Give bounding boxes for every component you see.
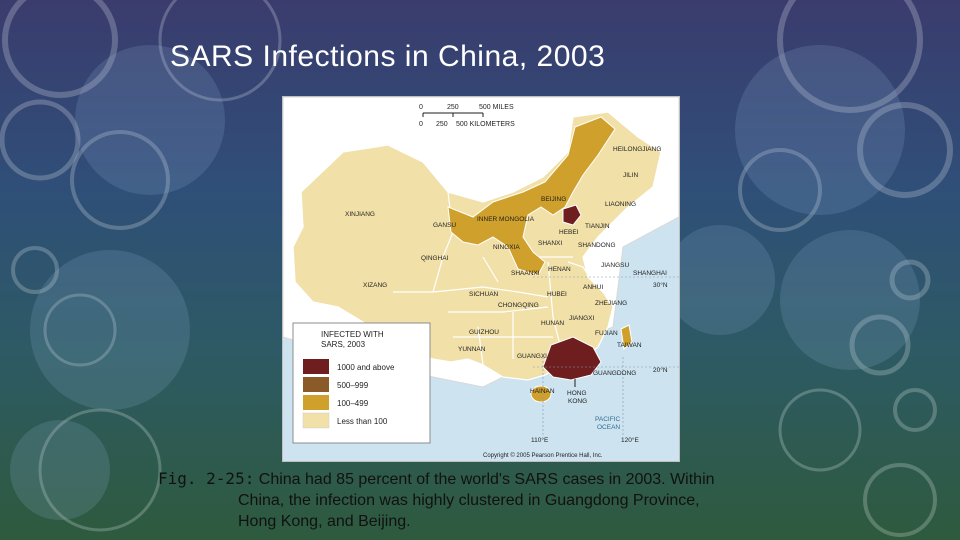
sars-china-map: 0 250 500 MILES 0 250 500 KILOMETERS HEI… [282, 96, 680, 462]
guangdong-region [542, 336, 602, 381]
label-guangdong: GUANGDONG [593, 370, 636, 377]
label-shaanxi: SHAANXI [511, 270, 540, 277]
label-fujian: FUJIAN [595, 330, 618, 337]
hainan-region [530, 385, 552, 403]
caption-line-3: Hong Kong, and Beijing. [238, 513, 411, 530]
graticule [533, 276, 679, 437]
beijing-region [562, 204, 582, 226]
scale-miles-500: 500 MILES [479, 104, 514, 111]
province-labels: HEILONGJIANG JILIN LIAONING BEIJING TIAN… [345, 146, 667, 405]
legend-title-line1: INFECTED WITH [321, 330, 384, 339]
label-ocean: OCEAN [597, 424, 620, 431]
caption-figure-number: Fig. 2-25: [158, 469, 255, 488]
label-shanghai: SHANGHAI [633, 270, 667, 277]
label-jilin: JILIN [623, 172, 638, 179]
label-jiangsu: JIANGSU [601, 262, 629, 269]
map-svg: 0 250 500 MILES 0 250 500 KILOMETERS HEI… [283, 97, 679, 461]
label-guangxi: GUANGXI [517, 353, 547, 360]
scale-km-0: 0 [419, 121, 423, 128]
legend-swatch-500-999 [303, 377, 329, 392]
legend-label-less-100: Less than 100 [337, 417, 388, 426]
label-pacific: PACIFIC [595, 416, 620, 423]
map-legend: INFECTED WITH SARS, 2003 1000 and above … [292, 322, 431, 444]
label-guizhou: GUIZHOU [469, 329, 499, 336]
label-anhui: ANHUI [583, 284, 603, 291]
label-sichuan: SICHUAN [469, 291, 499, 298]
legend-swatch-1000-plus [303, 359, 329, 374]
scale-miles-0: 0 [419, 104, 423, 111]
label-yunnan: YUNNAN [458, 346, 486, 353]
label-zhejiang: ZHEJIANG [595, 300, 627, 307]
scale-km-500: 500 KILOMETERS [456, 121, 515, 128]
caption-line-2: China, the infection was highly clustere… [238, 492, 700, 509]
legend-label-1000-plus: 1000 and above [337, 363, 395, 372]
legend-label-100-499: 100–499 [337, 399, 369, 408]
legend-title-line2: SARS, 2003 [321, 340, 366, 349]
label-gansu: GANSU [433, 222, 456, 229]
label-henan: HENAN [548, 266, 571, 273]
label-inner-mongolia: INNER MONGOLIA [477, 216, 535, 223]
label-jiangxi: JIANGXI [569, 315, 594, 322]
copyright-text: Copyright © 2005 Pearson Prentice Hall, … [483, 452, 603, 459]
label-hainan: HAINAN [530, 388, 555, 395]
label-xinjiang: XINJIANG [345, 211, 375, 218]
label-ningxia: NINGXIA [493, 244, 520, 251]
label-hubei: HUBEI [547, 291, 567, 298]
figure-caption: Fig. 2-25: China had 85 percent of the w… [158, 468, 798, 532]
label-taiwan: TAIWAN [617, 342, 642, 349]
caption-line-1: Fig. 2-25: China had 85 percent of the w… [158, 468, 798, 490]
label-shandong: SHANDONG [578, 242, 616, 249]
label-hebei: HEBEI [559, 229, 579, 236]
label-lat-30: 30°N [653, 281, 668, 289]
taiwan-region [620, 324, 633, 350]
label-xizang: XIZANG [363, 282, 387, 289]
label-lon-120: 120°E [621, 436, 639, 444]
label-chongqing: CHONGQING [498, 302, 539, 309]
label-heilongjiang: HEILONGJIANG [613, 146, 661, 153]
label-lon-110: 110°E [531, 436, 549, 444]
scale-bar: 0 250 500 MILES 0 250 500 KILOMETERS [419, 104, 515, 128]
label-lat-20: 20°N [653, 366, 668, 374]
legend-label-500-999: 500–999 [337, 381, 369, 390]
caption-line-1-text: China had 85 percent of the world's SARS… [254, 471, 715, 488]
legend-swatch-less-100 [302, 412, 330, 429]
label-tianjin: TIANJIN [585, 223, 610, 230]
label-hunan: HUNAN [541, 320, 564, 327]
label-qinghai: QINGHAI [421, 255, 449, 262]
label-shanxi: SHANXI [538, 240, 562, 247]
scale-km-250: 250 [436, 121, 448, 128]
label-hong-kong-2: KONG [568, 398, 587, 405]
label-hong-kong-1: HONG [567, 390, 587, 397]
label-liaoning: LIAONING [605, 201, 636, 208]
legend-swatch-100-499 [303, 395, 329, 410]
scale-miles-250: 250 [447, 104, 459, 111]
slide-title: SARS Infections in China, 2003 [170, 40, 606, 73]
label-beijing: BEIJING [541, 196, 566, 203]
region-100-499-north [447, 116, 616, 276]
